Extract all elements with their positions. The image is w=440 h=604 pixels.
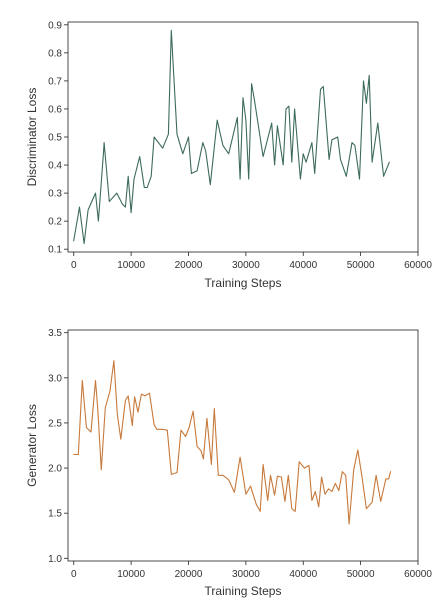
x-tick-label: 40000 bbox=[289, 260, 317, 271]
x-tick-label: 0 bbox=[71, 569, 77, 580]
series-line bbox=[73, 360, 392, 525]
y-tick-label: 2.5 bbox=[48, 418, 62, 429]
y-tick-label: 2.0 bbox=[48, 464, 62, 475]
y-tick-label: 0.9 bbox=[48, 20, 62, 31]
y-tick-label: 3.5 bbox=[48, 328, 62, 339]
x-tick-label: 40000 bbox=[289, 569, 317, 580]
y-axis-label: Discriminator Loss bbox=[25, 88, 39, 187]
y-tick-label: 0.4 bbox=[48, 161, 62, 172]
y-tick-label: 0.8 bbox=[48, 48, 62, 59]
x-tick-label: 30000 bbox=[232, 569, 260, 580]
generator-loss-chart: 0 10000 20000 30000 40000 50000 60000 1.0 1.5 2.0… bbox=[25, 328, 432, 598]
discriminator-loss-chart: 0 10000 20000 30000 40000 50000 60000 0.1 0.2 0.3… bbox=[25, 20, 432, 290]
x-tick-label: 60000 bbox=[404, 569, 432, 580]
x-axis-label: Training Steps bbox=[205, 584, 282, 598]
plot-frame bbox=[67, 21, 419, 253]
x-tick-label: 10000 bbox=[117, 260, 145, 271]
x-tick-label: 50000 bbox=[347, 569, 375, 580]
y-axis-label: Generator Loss bbox=[25, 404, 39, 487]
y-tick-label: 0.3 bbox=[48, 189, 62, 200]
x-tick-label: 0 bbox=[71, 260, 77, 271]
plot-frame bbox=[67, 329, 419, 562]
series-line bbox=[73, 29, 390, 245]
x-tick-label: 30000 bbox=[232, 260, 260, 271]
x-tick-label: 60000 bbox=[404, 260, 432, 271]
x-axis-label: Training Steps bbox=[205, 276, 282, 290]
y-tick-label: 0.1 bbox=[48, 245, 62, 256]
y-tick-label: 0.7 bbox=[48, 76, 62, 87]
y-tick-label: 0.5 bbox=[48, 133, 62, 144]
y-tick-label: 3.0 bbox=[48, 373, 62, 384]
y-tick-label: 0.6 bbox=[48, 104, 62, 115]
x-tick-label: 20000 bbox=[175, 569, 203, 580]
x-tick-label: 20000 bbox=[175, 260, 203, 271]
y-tick-label: 1.0 bbox=[48, 554, 62, 565]
y-tick-label: 1.5 bbox=[48, 509, 62, 520]
x-tick-label: 50000 bbox=[347, 260, 375, 271]
y-tick-label: 0.2 bbox=[48, 217, 62, 228]
x-tick-label: 10000 bbox=[117, 569, 145, 580]
